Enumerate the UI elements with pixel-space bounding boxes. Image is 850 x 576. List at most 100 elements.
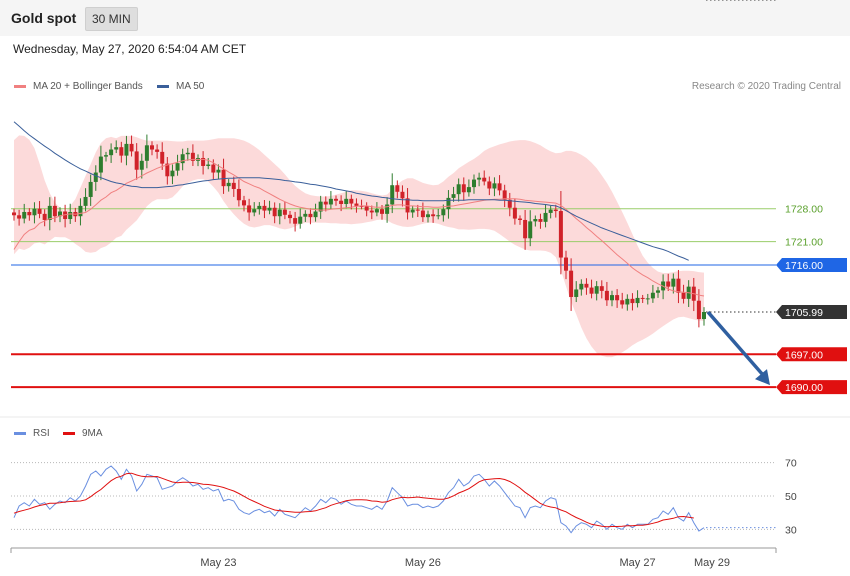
timestamp: Wednesday, May 27, 2020 6:54:04 AM CET	[13, 42, 247, 56]
candle-up	[303, 213, 308, 217]
level-tag-label: 1697.00	[785, 349, 823, 361]
candle-down	[129, 143, 134, 152]
level-tag-bg	[776, 305, 847, 320]
legend-rsi-ma-label: 9MA	[82, 428, 103, 439]
candle-up	[83, 196, 88, 206]
candle-up	[574, 289, 579, 297]
bollinger-band	[14, 135, 704, 358]
candle-down	[308, 213, 313, 218]
level-tag: 1697.00	[776, 347, 847, 362]
candle-down	[599, 286, 604, 291]
candle-down	[190, 152, 195, 161]
candle-down	[523, 219, 528, 239]
candle-down	[242, 200, 246, 206]
x-tick-label: May 23	[200, 557, 236, 569]
candle-down	[538, 219, 543, 222]
legend-ma20: MA 20 + Bollinger Bands	[14, 81, 143, 92]
candle-up	[267, 207, 272, 211]
candle-down	[431, 214, 436, 217]
candle-down	[502, 190, 507, 200]
candle-up	[456, 184, 461, 195]
candle-up	[548, 209, 553, 213]
candle-up	[114, 147, 119, 150]
candle-up	[328, 198, 333, 205]
x-tick-label: May 29	[694, 557, 730, 569]
rsi-tick-label: 30	[785, 524, 797, 536]
candle-up	[47, 205, 52, 220]
rsi-tick-label: 50	[785, 491, 797, 503]
candle-down	[676, 278, 681, 293]
candle-down	[354, 203, 359, 206]
x-tick-label: May 27	[620, 557, 656, 569]
candle-down	[334, 198, 338, 201]
candle-up	[98, 156, 103, 173]
candle-up	[472, 179, 476, 188]
candle-up	[344, 198, 349, 204]
candle-down	[236, 188, 241, 201]
candle-down	[134, 151, 139, 170]
candle-up	[252, 209, 257, 213]
ma50-line	[13, 121, 689, 261]
candle-down	[487, 181, 492, 189]
candle-down	[155, 149, 160, 152]
candle-up	[385, 204, 390, 214]
forecast-arrow-shaft	[706, 310, 766, 378]
candle-up	[32, 208, 37, 216]
rsi-ma-swatch	[63, 432, 75, 435]
candle-up	[298, 216, 303, 224]
candle-down	[262, 205, 267, 211]
candle-down	[349, 198, 354, 204]
candle-up	[124, 143, 129, 156]
level-tag-label: 1690.00	[785, 382, 823, 394]
candle-down	[37, 208, 42, 214]
candle-down	[282, 209, 287, 215]
candle-up	[374, 209, 379, 213]
ma20-swatch	[14, 85, 26, 88]
ma20-line	[13, 158, 705, 297]
candle-up	[216, 169, 221, 173]
candle-up	[477, 177, 482, 180]
legend-ma20-label: MA 20 + Bollinger Bands	[33, 81, 143, 92]
candle-up	[410, 209, 415, 213]
candle-down	[564, 257, 568, 271]
candle-up	[702, 312, 706, 320]
candle-up	[492, 183, 497, 189]
candle-down	[339, 200, 344, 204]
candle-up	[226, 182, 231, 187]
candle-down	[558, 211, 563, 258]
candle-up	[436, 215, 441, 217]
candle-down	[369, 210, 374, 213]
candle-down	[604, 290, 609, 301]
legend-ma50: MA 50	[157, 81, 204, 92]
rsi-swatch	[14, 432, 26, 435]
level-tag: 1705.99	[776, 305, 847, 320]
candle-up	[170, 170, 175, 177]
candle-down	[666, 281, 671, 287]
candle-down	[482, 177, 487, 182]
candle-up	[594, 286, 599, 294]
candle-down	[630, 298, 635, 304]
level-tag-label: 1728.00	[785, 204, 823, 216]
level-tag: 1690.00	[776, 380, 847, 395]
candle-down	[615, 295, 620, 301]
candle-up	[180, 154, 185, 164]
candle-down	[293, 218, 298, 224]
candle-down	[497, 183, 502, 191]
candle-down	[696, 300, 701, 320]
timeframe-badge[interactable]: 30 MIN	[85, 7, 138, 31]
candle-down	[150, 145, 154, 150]
candle-up	[78, 205, 83, 217]
candle-down	[160, 151, 165, 164]
candle-down	[681, 292, 686, 299]
candle-down	[323, 201, 328, 205]
candle-down	[589, 287, 594, 294]
level-tag-label: 1705.99	[785, 307, 823, 319]
legend-rsi-label: RSI	[33, 428, 50, 439]
candle-down	[231, 182, 236, 189]
candle-down	[400, 191, 405, 199]
candle-down	[507, 199, 512, 208]
candle-down	[165, 163, 170, 177]
candle-down	[17, 215, 22, 219]
candle-up	[635, 297, 640, 304]
